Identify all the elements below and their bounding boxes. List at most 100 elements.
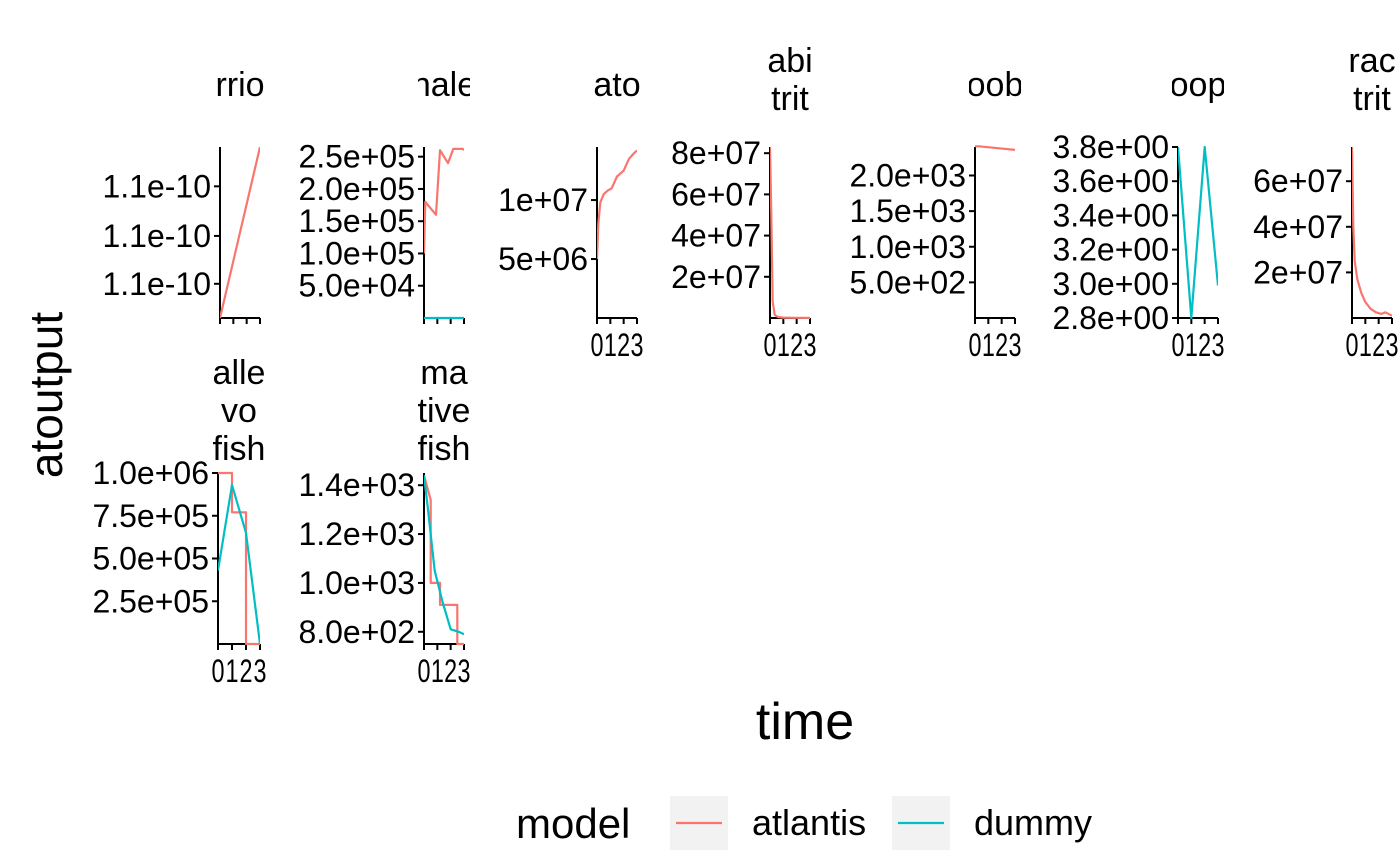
series-line-atlantis [424,475,464,646]
series-line-dummy [1178,145,1218,320]
series-line-atlantis [218,471,260,646]
x-tick-label: 0 [591,327,604,363]
x-tick-label: 0 [1346,327,1359,363]
y-tick-label: 2.5e+05 [298,139,415,175]
panel-strip: oop [1172,66,1224,104]
x-tick-label: 1 [777,327,790,363]
x-tick-label: 0 [1172,327,1185,363]
series-line-dummy [218,483,260,645]
legend-item-dummy: dummy [892,796,1092,850]
strip-label: alle [213,354,266,392]
x-tick-label: 0 [764,327,777,363]
strip-label: ma [420,354,467,392]
y-tick-label: 1.0e+03 [849,229,966,265]
x-tick-label: 0 [212,653,225,689]
x-tick-label: 3 [1009,327,1022,363]
strip-label: fish [418,430,471,468]
y-tick-label: 1.2e+03 [298,516,415,552]
series-group [1352,146,1392,317]
y-tick-label: 3.0e+00 [1052,266,1169,302]
panel-3: ato 1e+07 5e+06 0 1 2 3 [498,66,643,363]
series-group [770,146,810,319]
strip-label: abi [767,42,812,80]
y-tick-label: 6e+07 [1253,163,1343,199]
y-tick-label: 2.0e+05 [298,171,415,207]
panel-strip: rrio [215,66,264,104]
x-tick-label: 2 [617,327,630,363]
series-group [975,145,1015,151]
panel-2: nale 2.5e+052.0e+051.5e+051.0e+055.0e+04 [298,66,476,324]
x-tick-label: 1 [1359,327,1372,363]
series-group [220,146,260,319]
x-tick-label: 1 [226,653,239,689]
panels: rrio1.1e-101.1e-101.1e-10nale2.5e+052.0e… [92,42,1398,689]
series-line-atlantis [220,146,260,319]
series-group [424,147,464,320]
x-axis-title: time [756,693,854,751]
y-tick-label: 1.0e+05 [298,235,415,271]
x-tick-label: 3 [1386,327,1399,363]
y-tick-label: 1.5e+05 [298,203,415,239]
y-tick-label: 7.5e+05 [92,498,209,534]
strip-label: oob [967,66,1024,104]
y-tick-label: 8.0e+02 [298,614,415,650]
y-tick-label: 2.0e+03 [849,158,966,194]
panel-strip: nale [412,66,476,104]
strip-label: tive [418,392,471,430]
x-tick-label: 1 [1185,327,1198,363]
x-tick-label: 1 [982,327,995,363]
x-tick-label: 1 [604,327,617,363]
panel-6: oop3.8e+003.6e+003.4e+003.2e+003.0e+002.… [1052,66,1225,363]
y-tick-label: 1.0e+03 [298,565,415,601]
series-line-atlantis [975,145,1015,151]
y-tick-label: 3.4e+00 [1052,197,1169,233]
panel-5: oob 2.0e+031.5e+031.0e+035.0e+020 1 2 3 [849,66,1024,363]
panel-strip: ato [593,66,640,104]
y-tick-label: 2e+07 [1253,254,1343,290]
series-group [218,471,260,646]
strip-label: rac [1348,42,1395,80]
strip-label: rrio [215,66,264,104]
legend-title: model [516,800,630,847]
y-tick-label: 2.8e+00 [1052,300,1169,336]
series-group [1178,145,1218,320]
x-tick-label: 2 [790,327,803,363]
series-line-atlantis [597,149,637,260]
strip-label: fish [213,430,266,468]
x-tick-label: 2 [1198,327,1211,363]
legend-label-dummy: dummy [974,802,1092,843]
y-tick-label: 1.1e-10 [102,218,211,254]
series-line-atlantis [770,146,810,319]
x-tick-label: 2 [995,327,1008,363]
y-tick-label: 6e+07 [671,176,761,212]
y-tick-label: 4e+07 [671,218,761,254]
y-tick-label: 5.0e+05 [92,541,209,577]
y-tick-label: 3.2e+00 [1052,232,1169,268]
strip-label: trit [1353,80,1391,118]
x-tick-label: 3 [804,327,817,363]
y-tick-label: 1.1e-10 [102,266,211,302]
panel-1: rrio 1.1e-10 1.1e-10 1.1e-10 [102,66,265,324]
series-line-atlantis [424,147,464,254]
series-group [424,475,464,646]
x-tick-label: 3 [1212,327,1225,363]
y-tick-label: 5.0e+04 [298,268,415,304]
y-tick-label: 8e+07 [671,135,761,171]
x-tick-label: 3 [254,653,267,689]
x-tick-label: 2 [444,653,457,689]
x-tick-label: 0 [418,653,431,689]
y-axis-title: atoutput [20,312,72,478]
series-line-dummy [424,475,464,636]
x-tick-label: 3 [631,327,644,363]
strip-label: nale [412,66,476,104]
x-tick-label: 0 [969,327,982,363]
y-tick-label: 2e+07 [671,259,761,295]
